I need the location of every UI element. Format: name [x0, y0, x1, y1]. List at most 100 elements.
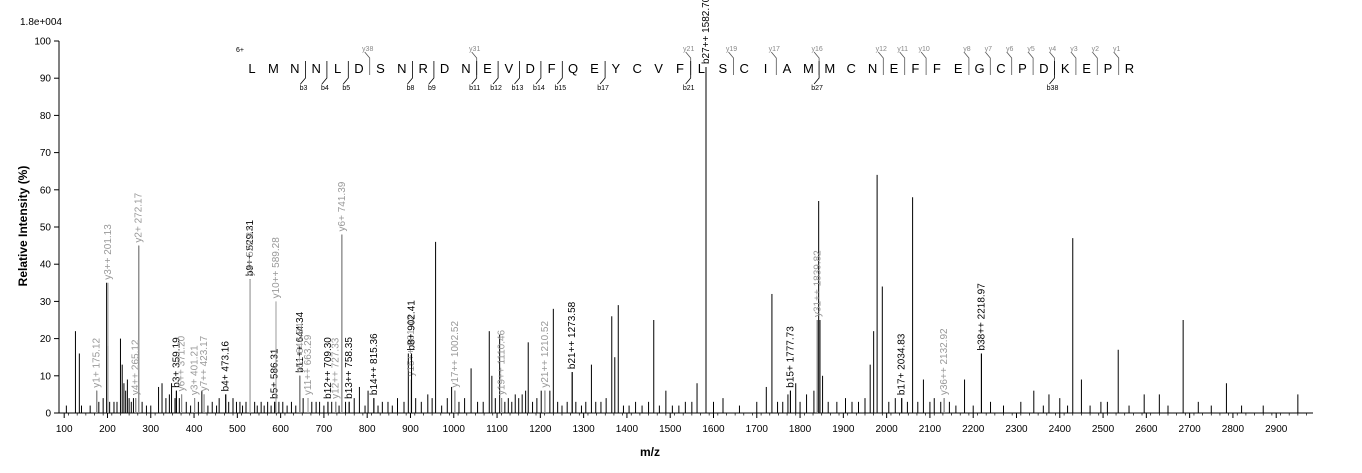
y-ion-label: y12 [876, 46, 887, 53]
b-ion-label: b15 [554, 85, 566, 92]
peak-label: y6++ 371.20 [177, 335, 188, 391]
b-ion-bracket [407, 61, 413, 85]
intensity-scale-label: 1.8e+004 [20, 17, 62, 28]
residue-letter: I [764, 61, 768, 76]
x-tick-label: 1900 [832, 424, 855, 435]
b-ion-label: b17 [597, 85, 609, 92]
b-ion-bracket [535, 61, 542, 85]
residue-letter: F [676, 61, 684, 76]
peak-label: y21++ 1210.52 [540, 321, 551, 388]
residue-letter: L [698, 61, 705, 76]
residue-letter: M [803, 61, 814, 76]
peak-label: y4+ 529.31 [245, 226, 256, 276]
residue-letter: D [526, 61, 535, 76]
b-ion-bracket [685, 61, 692, 85]
residue-letter: Q [568, 61, 578, 76]
y-ion-label: y3 [1070, 46, 1078, 53]
y-axis-title: Relative Intensity (%) [16, 166, 30, 287]
peak-labels: y1+ 175.12 y3++ 201.13 y4++ 265.12 y2+ 272.… [92, 0, 987, 413]
residue-letter: A [783, 61, 792, 76]
x-tick-label: 600 [272, 424, 289, 435]
residue-letter: F [548, 61, 556, 76]
x-tick-label: 2000 [876, 424, 899, 435]
y-ion-label: y10 [918, 46, 929, 53]
residue-letter: C [633, 61, 642, 76]
x-tick-label: 1800 [789, 424, 812, 435]
x-tick-label: 500 [229, 424, 246, 435]
x-tick-label: 2500 [1092, 424, 1115, 435]
peak-label: y7++ 423.17 [199, 335, 210, 391]
y-ion-label: y17 [769, 46, 780, 53]
y-tick-label: 0 [45, 409, 51, 420]
residue-letter: N [461, 61, 470, 76]
b-ion-label: b13 [512, 85, 524, 92]
y-ion-label: y11 [897, 46, 908, 53]
residue-letter: N [312, 61, 321, 76]
charge-label: 6+ [236, 47, 244, 54]
peak-label: y10++ 589.28 [271, 237, 282, 299]
x-tick-label: 400 [186, 424, 203, 435]
x-tick-label: 1100 [486, 424, 508, 435]
b-ion-bracket [342, 61, 349, 85]
residue-letter: N [868, 61, 877, 76]
b-ion-label: b14 [533, 85, 545, 92]
x-tick-label: 2900 [1265, 424, 1288, 435]
peak-label: b17+ 2034.83 [897, 333, 908, 395]
b-ion-label: b9 [428, 85, 436, 92]
y-ion-bracket [920, 51, 927, 75]
residue-letter: E [590, 61, 599, 76]
y-tick-label: 90 [40, 74, 52, 85]
b-ion-bracket [492, 61, 499, 85]
residue-letter: M [268, 61, 279, 76]
peak-label: y15++ 901.42 [406, 315, 417, 377]
y-ion-label: y19 [726, 46, 737, 53]
y-ion-label: y6 [1006, 46, 1014, 53]
residue-letter: P [1018, 61, 1027, 76]
x-tick-label: 200 [99, 424, 116, 435]
y-ion-bracket [1027, 51, 1034, 75]
peak-label: b3+ 359.19 [171, 337, 182, 388]
residue-letter: Y [611, 61, 620, 76]
axes: 0 10 20 30 40 50 60 70 80 90 100 100 200 300 400 500 600… [34, 37, 1313, 435]
y-ion-bracket [364, 51, 371, 75]
x-tick-label: 800 [359, 424, 376, 435]
peak-label: y3+ 401.21 [190, 345, 201, 395]
y-ion-label: y2 [1092, 46, 1100, 53]
residue-letter: P [1104, 61, 1113, 76]
y-ion-bracket [728, 51, 734, 75]
x-tick-label: 2100 [919, 424, 942, 435]
y-ion-bracket [1070, 51, 1077, 75]
peak-label: y5+ 644.34 [295, 323, 306, 373]
x-tick-label: 2200 [962, 424, 985, 435]
residue-letter: S [376, 61, 385, 76]
b-ion-bracket [321, 61, 328, 85]
y-ion-label: y21 [683, 46, 694, 53]
x-tick-label: 2800 [1222, 424, 1245, 435]
residue-letter: R [1125, 61, 1134, 76]
peak-label: y17++ 1002.52 [450, 321, 461, 388]
residue-letter: F [911, 61, 919, 76]
y-ion-bracket [877, 51, 884, 75]
peak-label: y19++ 1110.46 [497, 329, 508, 395]
y-ion-bracket [984, 51, 991, 75]
y-ion-label: y4 [1049, 46, 1057, 53]
b-ion-label: b3 [300, 85, 308, 92]
peak-label: b27++ 1582.70 [701, 0, 712, 64]
b-ion-bracket [1049, 61, 1055, 85]
b-ion-label: b5 [342, 85, 350, 92]
peak-label: b11++ 644.34 [295, 311, 306, 372]
x-tick-label: 100 [56, 424, 73, 435]
residue-letter: S [718, 61, 727, 76]
y-ion-bracket [813, 51, 820, 75]
x-tick-label: 2400 [1049, 424, 1072, 435]
y-ion-bracket [770, 51, 777, 75]
y-ion-label: y8 [963, 46, 971, 53]
y-ion-label: y1 [1113, 46, 1121, 53]
y-ion-bracket [685, 51, 692, 75]
y-ion-bracket [963, 51, 970, 75]
peak-label: y36++ 2132.92 [939, 328, 950, 395]
x-tick-label: 2700 [1179, 424, 1202, 435]
b-ion-label: b12 [490, 85, 502, 92]
y-ion-bracket [471, 51, 478, 75]
residue-letter: E [890, 61, 899, 76]
